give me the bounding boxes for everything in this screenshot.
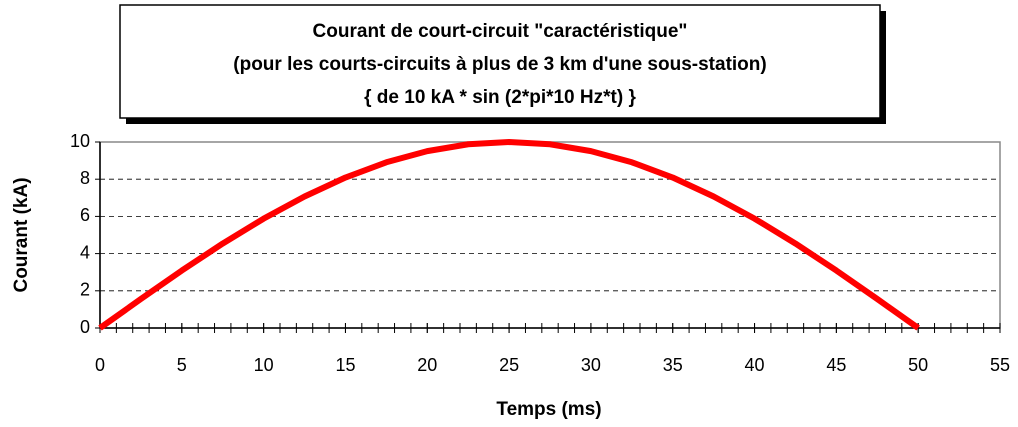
- title-box: [119, 4, 881, 119]
- x-tick-label: 40: [745, 355, 765, 375]
- chart-title: Courant de court-circuit "caractéristiqu…: [313, 21, 688, 42]
- y-tick-label: 10: [70, 131, 90, 151]
- chart-title: (pour les courts-circuits à plus de 3 km…: [233, 54, 766, 75]
- x-tick-label: 30: [581, 355, 601, 375]
- y-axis-label: Courant (kA): [11, 177, 32, 292]
- x-tick-label: 25: [499, 355, 519, 375]
- x-tick-label: 0: [95, 355, 105, 375]
- chart-title: { de 10 kA * sin (2*pi*10 Hz*t) }: [364, 87, 636, 108]
- y-tick-label: 4: [80, 242, 90, 262]
- x-tick-label: 45: [826, 355, 846, 375]
- x-axis-label: Temps (ms): [496, 399, 601, 420]
- x-tick-label: 55: [990, 355, 1010, 375]
- x-tick-label: 20: [417, 355, 437, 375]
- y-tick-label: 0: [80, 317, 90, 337]
- x-tick-label: 10: [254, 355, 274, 375]
- x-tick-label: 50: [908, 355, 928, 375]
- data-line: [98, 139, 920, 331]
- x-tick-label: 35: [663, 355, 683, 375]
- y-tick-label: 8: [80, 168, 90, 188]
- y-tick-label: 6: [80, 205, 90, 225]
- x-tick-label: 5: [177, 355, 187, 375]
- x-tick-label: 15: [335, 355, 355, 375]
- y-tick-label: 2: [80, 280, 90, 300]
